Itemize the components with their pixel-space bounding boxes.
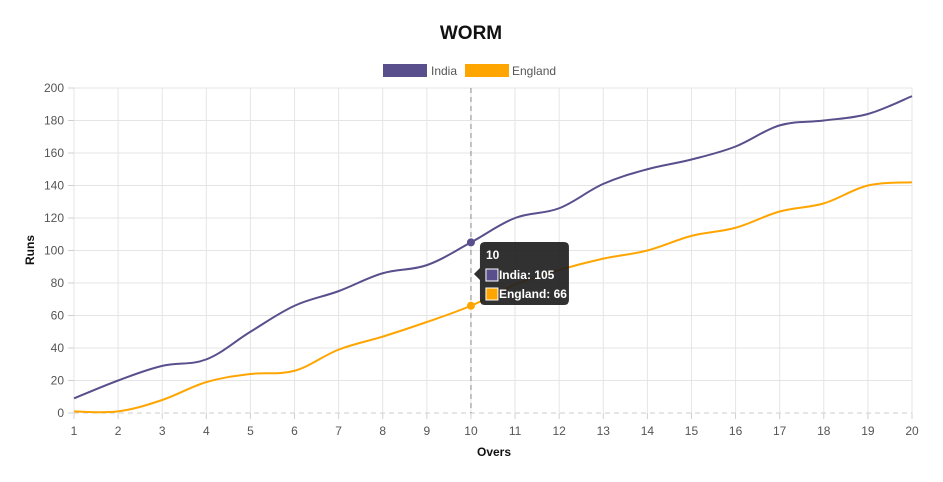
y-tick-label: 120 — [44, 211, 64, 225]
x-tick-label: 14 — [641, 424, 655, 438]
x-tick-label: 6 — [291, 424, 298, 438]
tooltip-swatch-india — [485, 268, 499, 282]
x-tick-label: 4 — [203, 424, 210, 438]
y-tick-label: 60 — [51, 309, 65, 323]
x-tick-label: 11 — [509, 424, 522, 438]
tooltip-label-india: India: 105 — [499, 268, 555, 282]
tooltip: 10 India: 105 England: 66 — [473, 242, 569, 305]
x-tick-label: 2 — [115, 424, 122, 438]
x-tick-label: 10 — [464, 424, 478, 438]
legend-swatch-india — [383, 64, 427, 77]
y-axis-title: Runs — [23, 235, 37, 265]
y-tick-label: 0 — [57, 406, 64, 420]
x-tick-label: 13 — [597, 424, 611, 438]
x-tick-label: 16 — [729, 424, 743, 438]
tooltip-swatch-england — [485, 287, 499, 301]
chart-title: WORM — [440, 23, 502, 44]
x-tick-label: 18 — [817, 424, 831, 438]
legend-item-india[interactable]: India — [383, 64, 457, 78]
y-tick-label: 20 — [51, 374, 65, 388]
legend-label-india: India — [431, 64, 457, 78]
legend: India England — [383, 64, 556, 78]
hover-point-india[interactable] — [466, 238, 475, 247]
y-tick-label: 140 — [44, 179, 64, 193]
y-tick-label: 80 — [51, 276, 65, 290]
x-tick-label: 1 — [71, 424, 78, 438]
y-tick-label: 160 — [44, 146, 64, 160]
x-tick-label: 15 — [685, 424, 699, 438]
x-tick-label: 19 — [861, 424, 875, 438]
legend-swatch-england — [465, 64, 509, 77]
hover-point-england[interactable] — [466, 301, 475, 310]
series-line-india — [73, 95, 913, 400]
legend-item-england[interactable]: England — [465, 64, 556, 78]
x-tick-label: 17 — [773, 424, 787, 438]
x-tick-label: 3 — [159, 424, 166, 438]
legend-label-england: England — [512, 64, 556, 78]
x-tick-label: 20 — [905, 424, 919, 438]
hover-layer — [466, 88, 475, 413]
y-tick-label: 180 — [44, 114, 64, 128]
x-tick-label: 12 — [552, 424, 566, 438]
x-tick-label: 8 — [379, 424, 386, 438]
x-tick-label: 5 — [247, 424, 254, 438]
tooltip-title: 10 — [486, 248, 500, 262]
tooltip-label-england: England: 66 — [499, 287, 567, 301]
x-tick-label: 9 — [423, 424, 430, 438]
x-tick-label: 7 — [335, 424, 342, 438]
y-tick-label: 200 — [44, 81, 64, 95]
y-tick-label: 100 — [44, 244, 64, 258]
x-axis-title: Overs — [477, 445, 511, 459]
y-tick-label: 40 — [51, 341, 65, 355]
